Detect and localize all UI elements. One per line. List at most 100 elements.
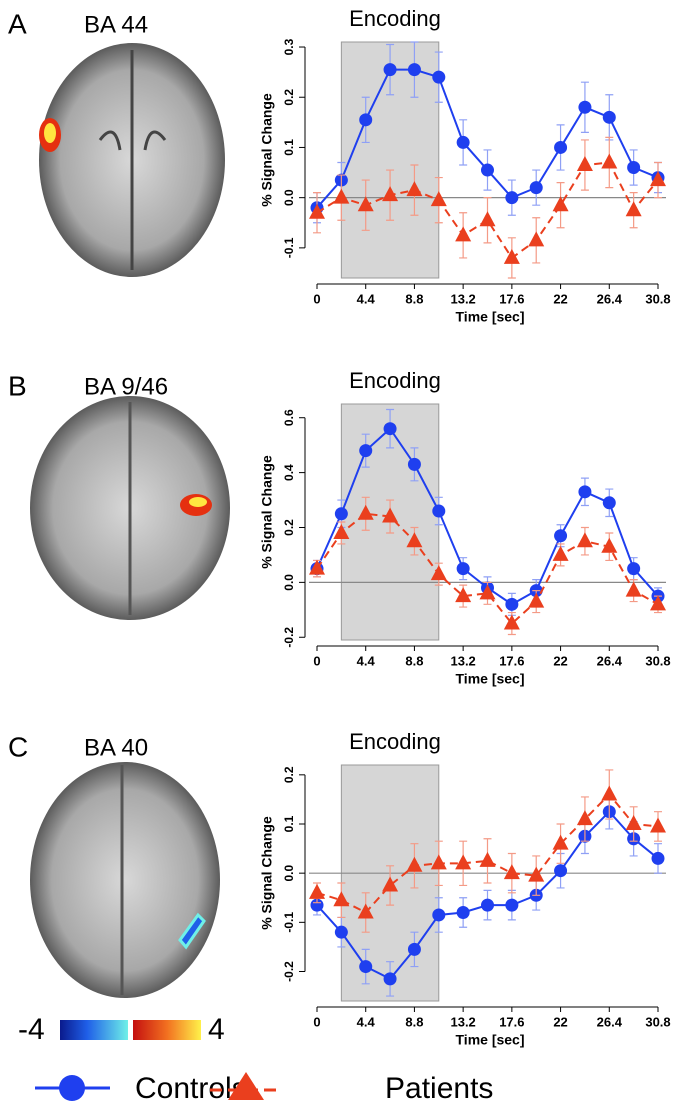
- x-tick-label: 13.2: [450, 1014, 475, 1029]
- marker: [603, 496, 616, 509]
- marker: [481, 899, 494, 912]
- y-axis-label: % Signal Change: [259, 455, 275, 569]
- marker: [650, 817, 666, 832]
- marker: [359, 960, 372, 973]
- marker: [309, 884, 325, 899]
- marker: [652, 852, 665, 865]
- chart-title: Encoding: [349, 6, 441, 31]
- marker: [408, 458, 421, 471]
- x-tick-label: 13.2: [450, 291, 475, 306]
- y-axis-label: % Signal Change: [259, 816, 275, 930]
- marker: [432, 71, 445, 84]
- marker: [577, 532, 593, 547]
- y-tick-label: 0.1: [282, 139, 296, 156]
- x-tick-label: 0: [313, 653, 320, 668]
- marker: [384, 422, 397, 435]
- y-tick-label: -0.1: [282, 912, 296, 933]
- marker: [578, 101, 591, 114]
- y-tick-label: -0.2: [282, 961, 296, 982]
- marker: [359, 113, 372, 126]
- y-tick-label: 0.3: [282, 38, 296, 55]
- marker: [457, 906, 470, 919]
- panel-letter: A: [8, 8, 27, 39]
- marker: [457, 562, 470, 575]
- x-tick-label: 26.4: [597, 653, 623, 668]
- brain-image: [39, 43, 225, 277]
- y-tick-label: 0.6: [282, 409, 296, 426]
- colorbar-hot: [133, 1020, 201, 1040]
- marker: [504, 249, 520, 264]
- marker: [601, 786, 617, 801]
- panel-letter: B: [8, 370, 27, 401]
- y-tick-label: 0.0: [282, 189, 296, 206]
- legend-label: Patients: [385, 1072, 493, 1105]
- x-tick-label: 26.4: [597, 1014, 623, 1029]
- marker: [601, 154, 617, 169]
- x-tick-label: 4.4: [357, 653, 376, 668]
- colorbar-cold: [60, 1020, 128, 1040]
- marker: [505, 598, 518, 611]
- marker: [578, 485, 591, 498]
- y-axis-label: % Signal Change: [259, 93, 275, 207]
- x-tick-label: 17.6: [499, 1014, 524, 1029]
- y-tick-label: 0.0: [282, 865, 296, 882]
- marker: [335, 507, 348, 520]
- x-axis-label: Time [sec]: [456, 1032, 525, 1048]
- marker: [554, 141, 567, 154]
- marker: [455, 226, 471, 241]
- marker: [505, 899, 518, 912]
- y-tick-label: 0.4: [282, 464, 296, 481]
- marker: [554, 864, 567, 877]
- x-tick-label: 13.2: [450, 653, 475, 668]
- marker: [626, 582, 642, 597]
- brain-image: [30, 396, 230, 620]
- marker: [627, 161, 640, 174]
- y-tick-label: 0.1: [282, 815, 296, 832]
- x-tick-label: 4.4: [357, 1014, 376, 1029]
- x-tick-label: 8.8: [405, 653, 423, 668]
- marker: [553, 835, 569, 850]
- marker: [505, 191, 518, 204]
- marker: [432, 505, 445, 518]
- marker: [432, 908, 445, 921]
- colorbar-max: 4: [208, 1013, 225, 1046]
- x-tick-label: 8.8: [405, 1014, 423, 1029]
- marker: [504, 864, 520, 879]
- x-tick-label: 0: [313, 1014, 320, 1029]
- marker: [480, 211, 496, 226]
- marker: [408, 943, 421, 956]
- x-axis-label: Time [sec]: [456, 671, 525, 687]
- marker: [603, 111, 616, 124]
- region-label: BA 9/46: [84, 373, 168, 400]
- x-tick-label: 30.8: [645, 653, 670, 668]
- panel-letter: C: [8, 731, 28, 762]
- y-tick-label: -0.2: [282, 627, 296, 648]
- y-tick-label: 0.2: [282, 766, 296, 783]
- marker: [408, 63, 421, 76]
- chart-title: Encoding: [349, 729, 441, 754]
- marker: [384, 972, 397, 985]
- region-label: BA 44: [84, 11, 148, 38]
- x-tick-label: 22: [553, 653, 567, 668]
- x-tick-label: 22: [553, 291, 567, 306]
- y-tick-label: -0.1: [282, 237, 296, 258]
- marker: [577, 156, 593, 171]
- y-tick-label: 0.0: [282, 574, 296, 591]
- x-tick-label: 17.6: [499, 653, 524, 668]
- marker: [626, 201, 642, 216]
- marker: [530, 181, 543, 194]
- legend-marker: [59, 1075, 85, 1101]
- marker: [359, 444, 372, 457]
- x-tick-label: 8.8: [405, 291, 423, 306]
- chart-title: Encoding: [349, 368, 441, 393]
- x-tick-label: 17.6: [499, 291, 524, 306]
- marker: [480, 852, 496, 867]
- region-label: BA 40: [84, 734, 148, 761]
- marker: [553, 196, 569, 211]
- marker: [481, 164, 494, 177]
- x-tick-label: 4.4: [357, 291, 376, 306]
- marker: [554, 529, 567, 542]
- x-tick-label: 30.8: [645, 1014, 670, 1029]
- y-tick-label: 0.2: [282, 519, 296, 536]
- x-tick-label: 0: [313, 291, 320, 306]
